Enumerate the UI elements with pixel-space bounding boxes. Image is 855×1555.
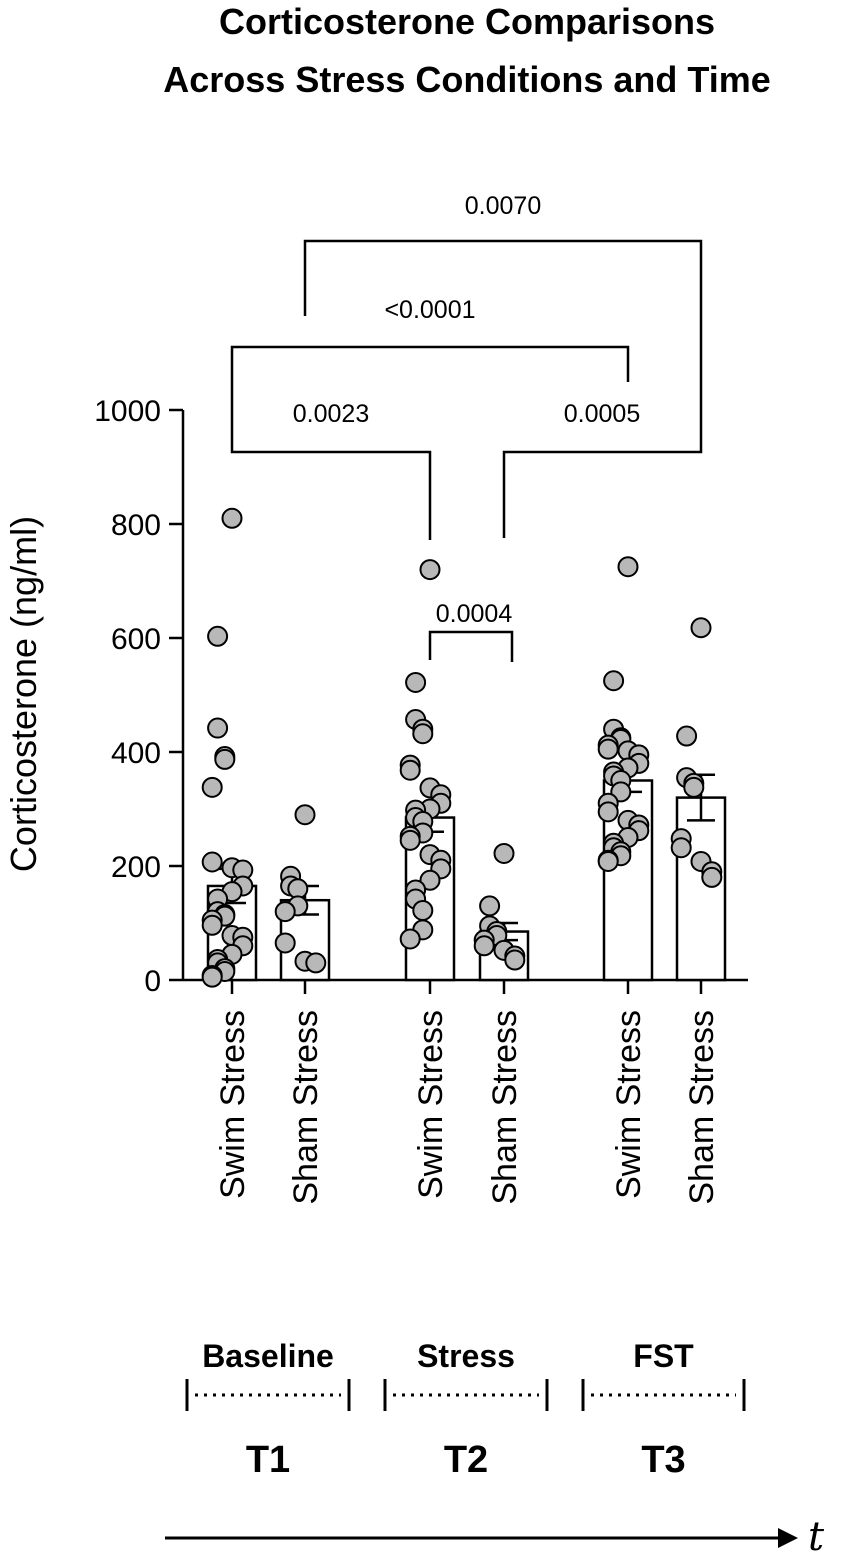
data-point (701, 866, 723, 888)
significance-bracket (428, 630, 514, 662)
data-point (399, 928, 421, 950)
data-point (419, 869, 441, 891)
y-tick-label: 0 (144, 965, 161, 998)
timeline-time-label: T1 (246, 1439, 290, 1481)
timeline-time-label: T3 (641, 1439, 685, 1481)
data-point (603, 670, 625, 692)
x-category-label: Swim Stress (214, 1010, 252, 1199)
significance-bracket (303, 239, 703, 420)
data-point (670, 837, 692, 859)
data-point (399, 829, 421, 851)
x-category-label: Swim Stress (412, 1010, 450, 1199)
data-point (201, 966, 223, 988)
data-point (405, 671, 427, 693)
y-tick-label: 600 (111, 623, 161, 656)
data-point (274, 901, 296, 923)
timeline: Baseline T1 Stress T2 FST T3 t (165, 1338, 825, 1555)
data-point (221, 507, 243, 529)
p-value-label: 0.0023 (293, 400, 369, 428)
data-point (305, 952, 327, 974)
y-axis-label: Corticosterone (ng/ml) (3, 516, 44, 872)
title-line-1: Corticosterone Comparisons (219, 1, 715, 42)
significance-bracket (502, 420, 703, 538)
significance-bracket (230, 345, 630, 420)
data-point (473, 935, 495, 957)
data-point (504, 949, 526, 971)
data-point (214, 748, 236, 770)
chart-title: Corticosterone Comparisons Across Stress… (163, 1, 770, 100)
timeline-phase-name: Stress (417, 1338, 515, 1374)
time-axis-label: t (808, 1514, 825, 1555)
data-point (617, 556, 639, 578)
title-line-2: Across Stress Conditions and Time (163, 59, 770, 100)
data-point (597, 850, 619, 872)
significance-bracket (230, 420, 432, 540)
y-tick-label: 800 (111, 509, 161, 542)
data-point (597, 738, 619, 760)
data-point (597, 801, 619, 823)
data-point (479, 895, 501, 917)
data-point (493, 842, 515, 864)
data-point (201, 851, 223, 873)
timeline-time-label: T2 (444, 1439, 488, 1481)
data-point (419, 559, 441, 581)
data-point (294, 804, 316, 826)
p-value-label: 0.0070 (465, 192, 541, 220)
data-point (683, 776, 705, 798)
data-point (399, 759, 421, 781)
data-point (201, 776, 223, 798)
time-arrowhead (778, 1528, 798, 1548)
data-point (412, 899, 434, 921)
data-point (207, 625, 229, 647)
y-tick-label: 200 (111, 851, 161, 884)
data-point (201, 914, 223, 936)
timeline-phase-name: FST (633, 1338, 694, 1374)
x-category-label: Swim Stress (610, 1010, 648, 1199)
data-point (207, 717, 229, 739)
x-category-label: Sham Stress (683, 1010, 721, 1205)
p-value-label: <0.0001 (384, 296, 475, 324)
x-category-label: Sham Stress (287, 1010, 325, 1205)
data-point (676, 725, 698, 747)
y-tick-label: 1000 (94, 395, 161, 428)
plot-area: 0 200 400 600 800 1000 Swim Stress Sham Stress S… (94, 192, 748, 1205)
data-point (412, 723, 434, 745)
data-point (274, 932, 296, 954)
bar (675, 796, 727, 982)
p-value-label: 0.0004 (436, 600, 513, 628)
y-tick-label: 400 (111, 737, 161, 770)
p-value-label: 0.0005 (564, 400, 640, 428)
x-category-label: Sham Stress (486, 1010, 524, 1205)
data-point (690, 617, 712, 639)
timeline-phase-name: Baseline (202, 1338, 334, 1374)
